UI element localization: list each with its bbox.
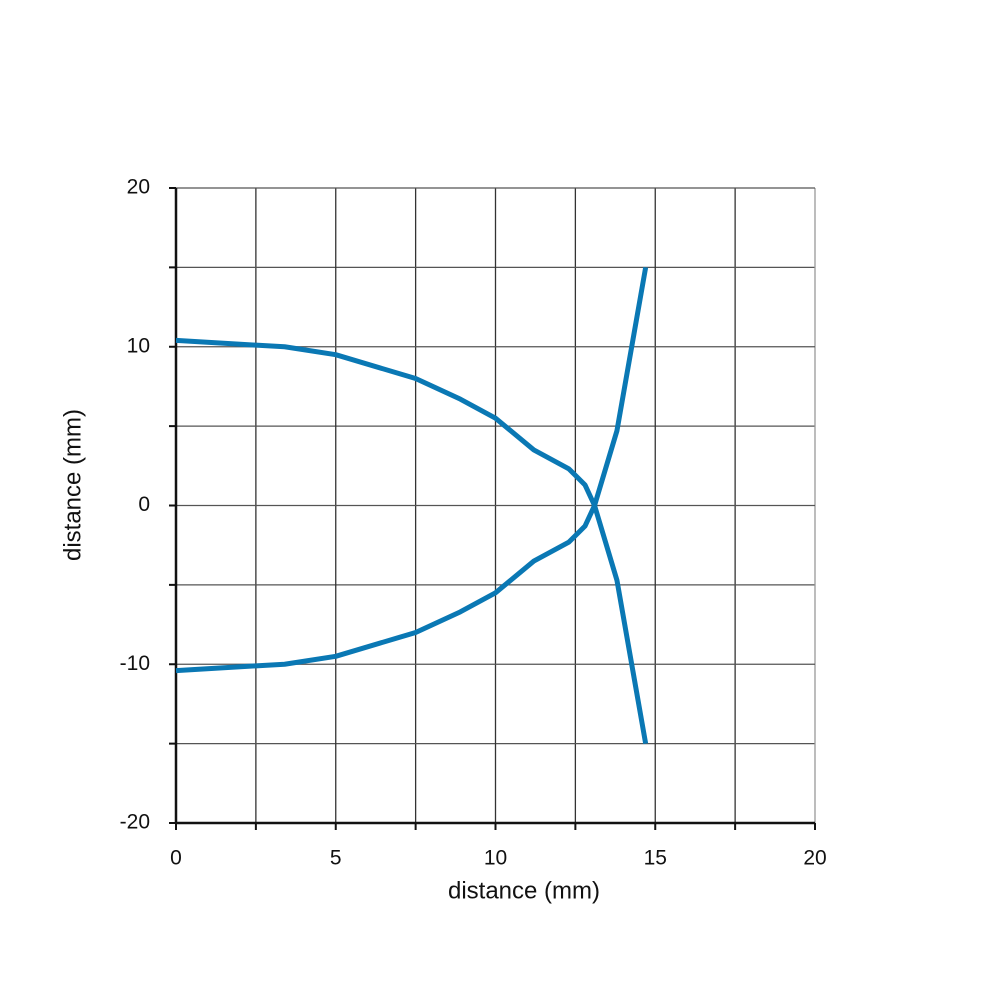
y-axis-title: distance (mm) [59,409,86,561]
x-tick-label: 5 [330,847,342,870]
y-tick-label: 0 [138,493,150,516]
y-tick-label: 20 [127,176,150,199]
x-tick-label: 15 [644,847,667,870]
y-tick-label: -10 [120,652,150,675]
x-tick-label: 10 [484,847,507,870]
y-tick-label: -20 [120,811,150,834]
data-line [175,266,649,674]
x-tick-label: 20 [803,847,826,870]
x-tick-label: 0 [170,847,182,870]
y-tick-label: 10 [127,334,150,357]
x-axis-title: distance (mm) [448,877,600,904]
